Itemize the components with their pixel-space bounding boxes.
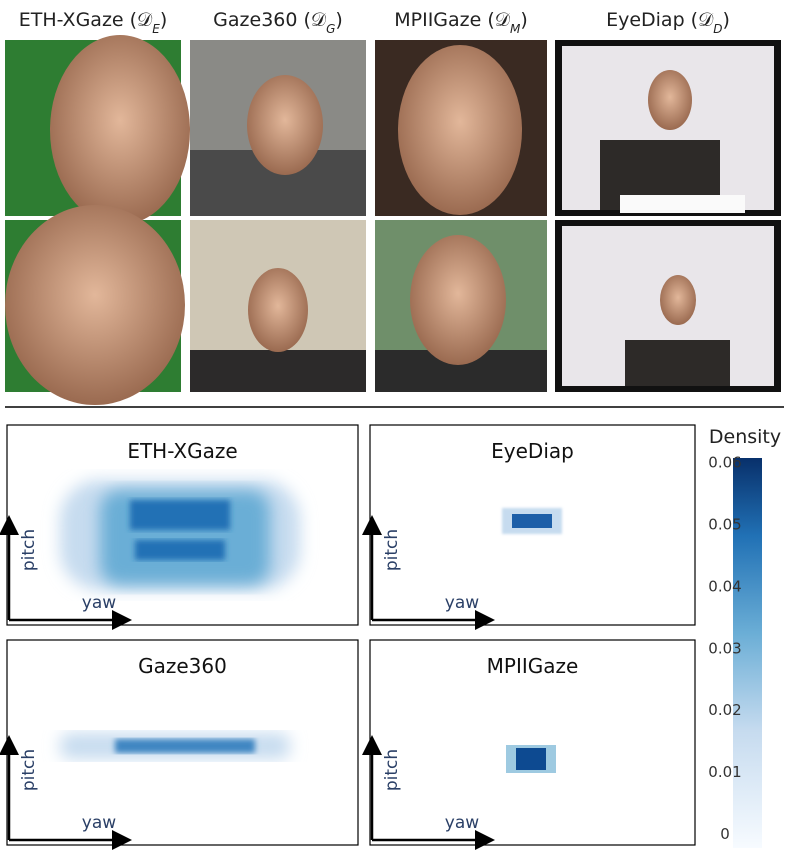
colorbar-tick-label: 0.04	[708, 577, 741, 595]
clothes	[625, 340, 730, 386]
label_suffix: )	[723, 9, 730, 31]
density-blob	[135, 540, 225, 560]
face	[50, 35, 190, 225]
density-blob	[130, 500, 230, 530]
screen	[620, 195, 745, 213]
clothes	[190, 350, 366, 392]
subscript: E	[152, 22, 160, 36]
face	[660, 275, 696, 325]
label_prefix: MPIIGaze (𝒟	[394, 9, 511, 31]
density-blob	[115, 739, 255, 753]
colorbar-tick-label: 0.02	[708, 701, 741, 719]
y-axis-label: pitch	[19, 529, 39, 571]
dataset-label: MPIIGaze (𝒟M)	[394, 9, 527, 36]
subscript: G	[326, 22, 335, 36]
x-axis-label: yaw	[445, 593, 479, 613]
density-blob	[512, 514, 552, 528]
face	[648, 70, 692, 130]
density-blob	[516, 748, 546, 770]
face	[398, 45, 522, 215]
colorbar	[733, 458, 762, 848]
y-axis-label: pitch	[382, 529, 402, 571]
panel-title: EyeDiap	[491, 439, 574, 463]
panel-title: MPIIGaze	[487, 654, 579, 678]
colorbar-tick-label: 0.06	[708, 454, 741, 472]
x-axis-label: yaw	[445, 813, 479, 833]
subscript: D	[713, 22, 722, 36]
panel-title: ETH-XGaze	[127, 439, 237, 463]
label_suffix: )	[160, 9, 167, 31]
dataset-label: Gaze360 (𝒟G)	[213, 9, 343, 36]
label_suffix: )	[520, 9, 527, 31]
subscript: M	[510, 22, 521, 36]
photos	[5, 35, 781, 405]
colorbar-title: Density	[709, 426, 781, 448]
dataset-label: ETH-XGaze (𝒟E)	[19, 9, 167, 36]
face	[247, 75, 323, 175]
x-axis-label: yaw	[82, 593, 116, 613]
face	[248, 268, 308, 352]
label_prefix: Gaze360 (𝒟	[213, 9, 327, 31]
dataset-label: EyeDiap (𝒟D)	[606, 9, 730, 36]
colorbar-tick-label: 0	[720, 825, 730, 843]
colorbar-tick-label: 0.03	[708, 639, 741, 657]
colorbar-tick-label: 0.05	[708, 515, 741, 533]
panel-title: Gaze360	[138, 654, 227, 678]
label_prefix: EyeDiap (𝒟	[606, 9, 714, 31]
y-axis-label: pitch	[382, 749, 402, 791]
label_suffix: )	[335, 9, 342, 31]
heatmaps	[60, 480, 562, 773]
colorbar-tick-label: 0.01	[708, 763, 741, 781]
label_prefix: ETH-XGaze (𝒟	[19, 9, 153, 31]
x-axis-label: yaw	[82, 813, 116, 833]
face	[5, 205, 185, 405]
face	[410, 235, 506, 365]
y-axis-label: pitch	[19, 749, 39, 791]
